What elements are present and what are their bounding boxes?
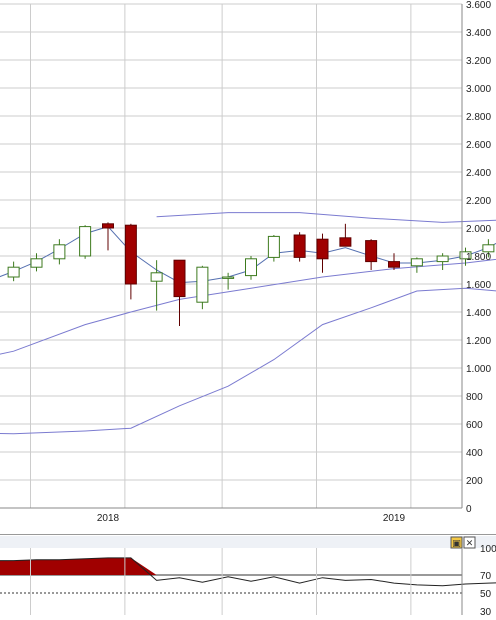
- y-tick-label: 1.200: [466, 336, 491, 347]
- y-tick-label: 3.200: [466, 56, 491, 67]
- candle-body: [7, 266, 20, 278]
- candle-up: [410, 257, 423, 273]
- candle-up: [53, 239, 66, 265]
- candle-body: [30, 258, 43, 268]
- properties-button[interactable]: ▣: [450, 536, 463, 549]
- y-tick-label: 2.600: [466, 140, 491, 151]
- properties-icon: [450, 536, 463, 549]
- y-tick-label: 1.400: [466, 308, 491, 319]
- x-tick-label: 2019: [383, 513, 406, 524]
- middle-band-line: [0, 258, 496, 355]
- candle-up: [222, 272, 235, 290]
- candle-body: [124, 224, 137, 285]
- bollinger-bands: [0, 212, 496, 435]
- candle-body: [293, 234, 306, 258]
- candle-down: [339, 223, 352, 247]
- y-tick-label: 800: [466, 392, 483, 403]
- candle-down: [388, 253, 400, 270]
- candle-body: [222, 276, 235, 279]
- moving-average: [0, 226, 496, 284]
- candle-body: [173, 259, 186, 298]
- lower-band-line: [0, 287, 496, 435]
- x-tick-label: 2018: [97, 513, 120, 524]
- candle-body: [196, 266, 209, 303]
- y-tick-label: 1.000: [466, 364, 491, 375]
- candle-down: [293, 232, 306, 262]
- candle-up: [150, 260, 163, 311]
- sub-y-tick-label: 50: [480, 589, 492, 600]
- candles: [7, 222, 495, 326]
- candle-up: [30, 253, 43, 272]
- candle-body: [316, 238, 329, 260]
- sub-y-tick-label: 30: [480, 607, 492, 615]
- y-tick-label: 2.800: [466, 112, 491, 123]
- candle-down: [173, 259, 186, 326]
- y-tick-label: 600: [466, 420, 483, 431]
- sub-titlebar: [0, 536, 496, 548]
- candle-body: [79, 226, 92, 257]
- candle-down: [102, 222, 114, 251]
- candle-up: [267, 235, 280, 262]
- upper-band-line: [156, 212, 496, 223]
- candle-up: [7, 261, 20, 282]
- candle-body: [410, 258, 423, 267]
- candle-body: [102, 223, 114, 229]
- candle-up: [482, 239, 495, 258]
- button-glyph: ✕: [466, 538, 474, 548]
- candle-body: [388, 261, 400, 268]
- candle-down: [316, 233, 329, 273]
- indicator-line: [0, 557, 496, 587]
- candle-up: [196, 265, 209, 310]
- y-tick-label: 200: [466, 476, 483, 487]
- candle-down: [365, 239, 378, 270]
- y-tick-label: 2.000: [466, 224, 491, 235]
- candle-body: [267, 235, 280, 258]
- candle-up: [245, 256, 257, 280]
- candle-body: [339, 237, 352, 247]
- y-tick-label: 1.800: [466, 252, 491, 263]
- candle-body: [150, 272, 163, 282]
- close-icon: [463, 536, 476, 549]
- candle-body: [436, 255, 449, 263]
- candle-body: [482, 244, 495, 253]
- overbought-area: [0, 557, 496, 575]
- sub-y-tick-label: 70: [480, 571, 492, 582]
- button-glyph: ▣: [452, 538, 461, 548]
- candle-body: [245, 258, 257, 277]
- candle-up: [459, 247, 472, 266]
- y-tick-label: 2.200: [466, 196, 491, 207]
- y-tick-label: 3.400: [466, 28, 491, 39]
- y-tick-label: 3.000: [466, 84, 491, 95]
- candle-body: [459, 251, 472, 260]
- candle-body: [365, 240, 378, 263]
- y-tick-label: 2.400: [466, 168, 491, 179]
- sub-y-tick-label: 100: [480, 544, 496, 555]
- candle-down: [124, 223, 137, 300]
- y-tick-label: 1.600: [466, 280, 491, 291]
- main-grid: [0, 3, 462, 509]
- close-button[interactable]: ✕: [463, 536, 476, 549]
- main-axes: 0 200 400 600 800 1.000 1.200 1.400 1.600 1.800 2.…: [0, 0, 491, 524]
- indicator-panel: ▣ ✕ 100 70 50 30: [0, 534, 496, 618]
- candle-up: [79, 225, 92, 259]
- y-tick-label: 400: [466, 448, 483, 459]
- moving-average-line: [0, 226, 496, 284]
- y-tick-label: 0: [466, 504, 472, 515]
- candle-up: [436, 253, 449, 270]
- y-tick-label: 3.600: [466, 0, 491, 11]
- candle-body: [53, 244, 66, 260]
